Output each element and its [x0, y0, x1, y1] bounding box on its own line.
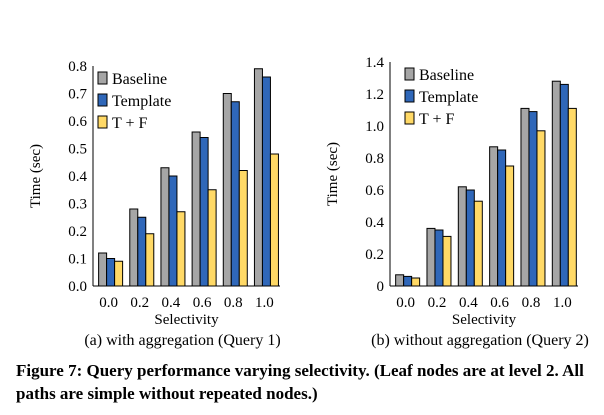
chart-b-bar-t-f: [411, 277, 421, 287]
chart-b-bar-template: [403, 275, 413, 287]
chart-b-bar-t-f: [473, 200, 483, 287]
chart-b-x-tick-label: 0.2: [428, 295, 447, 311]
chart-a-bar-baseline: [191, 131, 201, 287]
chart-b-y-tick-label: 0.4: [365, 215, 384, 231]
figure-caption: Figure 7: Query performance varying sele…: [16, 361, 584, 403]
chart-b-bar-template: [528, 111, 538, 287]
chart-a-y-tick-label: 0.1: [68, 252, 87, 268]
chart-a-bar-t-f: [238, 170, 248, 287]
chart-a-x-axis-title: Selectivity: [154, 312, 219, 328]
chart-b-y-axis-title: Time (sec): [325, 142, 341, 206]
chart-a-y-tick-label: 0.2: [68, 224, 87, 240]
chart-a-y-tick-label: 0.3: [68, 197, 87, 213]
chart-b-bar-template: [465, 189, 475, 287]
chart-b-legend-label: T + F: [419, 111, 455, 128]
chart-b-y-tick-label: 1.0: [365, 119, 384, 135]
chart-a-bar-baseline: [253, 68, 263, 287]
chart-b-y-tick-label: 0.2: [365, 247, 384, 263]
chart-b-bar-t-f: [442, 235, 452, 287]
chart-a-legend-label: Baseline: [112, 71, 167, 88]
chart-a-x-tick-label: 0.2: [130, 295, 149, 311]
chart-a-bar-template: [199, 137, 209, 287]
chart-b-subcaption: (b) without aggregation (Query 2): [371, 332, 589, 349]
chart-b-x-tick-label: 1.0: [553, 295, 572, 311]
chart-b-bar-t-f: [536, 130, 546, 287]
chart-a-x-tick-label: 0.0: [99, 295, 118, 311]
chart-b-y-tick-label: 1.2: [365, 87, 384, 103]
chart-b-bar-baseline: [520, 107, 530, 287]
chart-b-x-tick-label: 0.6: [490, 295, 509, 311]
chart-a-bar-baseline: [98, 252, 108, 287]
chart-a-y-tick-label: 0.4: [68, 169, 87, 185]
chart-b-bar-template: [497, 149, 507, 287]
chart-a-y-tick-label: 0.7: [68, 87, 87, 103]
chart-b-x-tick-label: 0.4: [459, 295, 478, 311]
chart-a-legend-swatch: [97, 71, 108, 85]
chart-b-bar-baseline: [489, 146, 499, 287]
chart-a-legend-label: T + F: [112, 115, 148, 132]
chart-a-x-tick-label: 0.4: [162, 295, 181, 311]
chart-a-bar-template: [137, 216, 147, 287]
chart-a-bar-template: [261, 76, 271, 287]
chart-a-subcaption: (a) with aggregation (Query 1): [84, 332, 280, 349]
chart-a-bar-template: [168, 175, 178, 287]
chart-b-legend-swatch: [404, 67, 415, 81]
chart-a-y-axis-title: Time (sec): [28, 144, 44, 208]
chart-a-bar-t-f: [145, 233, 155, 287]
chart-b-y-tick-label: 0.6: [365, 183, 384, 199]
chart-a-x-tick-label: 0.8: [224, 295, 243, 311]
chart-b-bar-template: [434, 229, 444, 287]
chart-a-bar-t-f: [207, 189, 217, 287]
chart-b-bar-baseline: [426, 227, 436, 287]
chart-b-legend-swatch: [404, 89, 415, 103]
chart-a-bar-t-f: [114, 260, 124, 287]
chart-b-x-tick-label: 0.8: [522, 295, 541, 311]
chart-a-y-tick-label: 0.8: [68, 59, 87, 75]
chart-a-bar-baseline: [129, 208, 139, 287]
chart-a-y-tick-label: 0.6: [68, 114, 87, 130]
chart-b-bar-baseline: [551, 80, 561, 287]
chart-b-y-tick-label: 0: [377, 279, 385, 295]
chart-a-bar-template: [106, 258, 116, 287]
chart-a-bar-baseline: [160, 167, 170, 287]
chart-a-bar-template: [230, 101, 240, 287]
chart-b-bar-baseline: [395, 274, 405, 287]
chart-a-y-tick-label: 0.0: [68, 279, 87, 295]
chart-a-legend-label: Template: [112, 93, 171, 110]
chart-b-legend-label: Template: [419, 89, 478, 106]
chart-a-y-tick-label: 0.5: [68, 142, 87, 158]
chart-a-legend-swatch: [97, 93, 108, 107]
chart-a-x-tick-label: 1.0: [255, 295, 274, 311]
chart-b-y-tick-label: 0.8: [365, 151, 384, 167]
chart-b-bar-t-f: [567, 107, 577, 287]
chart-b-bar-t-f: [505, 165, 515, 287]
chart-b-bar-template: [559, 83, 569, 287]
chart-b-x-axis-title: Selectivity: [452, 312, 517, 328]
chart-a-x-tick-label: 0.6: [193, 295, 212, 311]
chart-b-y-tick-label: 1.4: [365, 55, 384, 71]
chart-a-bar-t-f: [269, 153, 279, 287]
chart-b-bar-baseline: [457, 186, 467, 287]
chart-a-legend-swatch: [97, 115, 108, 129]
chart-b-x-tick-label: 0.0: [396, 295, 415, 311]
chart-a-bar-t-f: [176, 211, 186, 287]
chart-a-bar-baseline: [222, 93, 232, 287]
chart-b-legend-swatch: [404, 111, 415, 125]
chart-b-legend-label: Baseline: [419, 67, 474, 84]
